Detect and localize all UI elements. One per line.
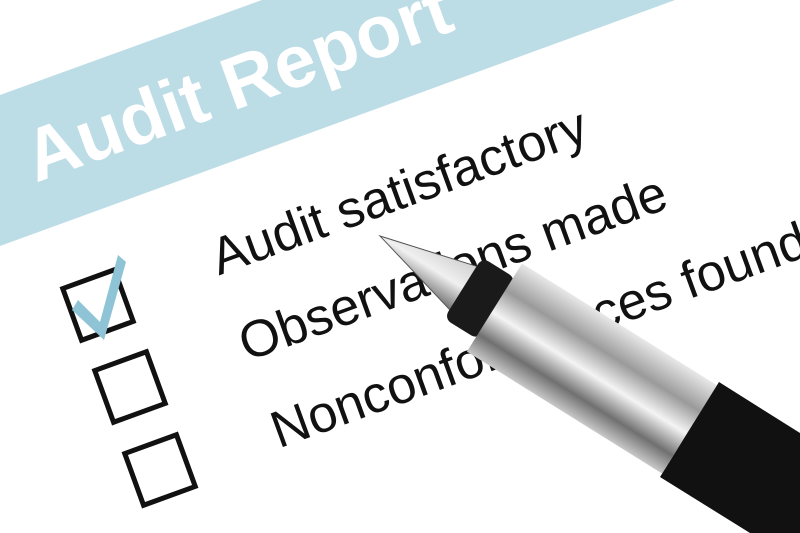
pen-end-cap [660,382,800,533]
pen-nib-and-barrel [378,234,718,474]
